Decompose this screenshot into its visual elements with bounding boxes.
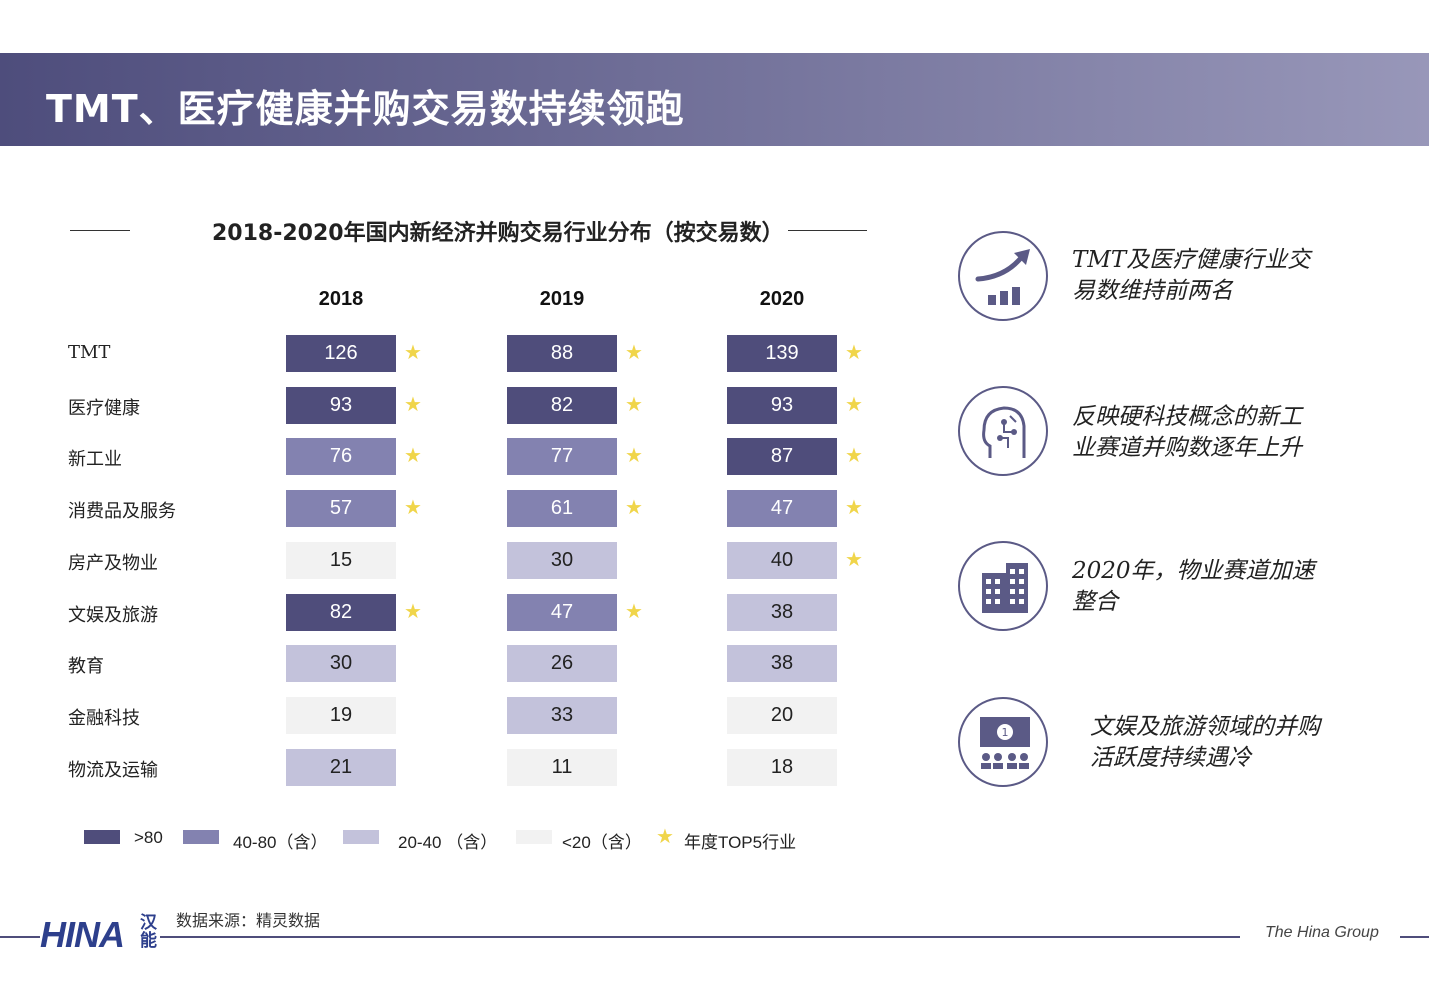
legend-label-gt80: >80: [134, 828, 163, 847]
value-cell: 33: [507, 697, 617, 734]
value-cell: 19: [286, 697, 396, 734]
row-label: 新工业: [68, 449, 122, 470]
company-logo-cn: 汉能: [140, 913, 157, 951]
value-cell: 126: [286, 335, 396, 372]
value-cell: 139: [727, 335, 837, 372]
top5-star-icon: ★: [625, 342, 643, 364]
row-label: 金融科技: [68, 708, 140, 729]
insight-1: TMT及医疗健康行业交 易数维持前两名: [1072, 245, 1310, 307]
year-header-2020: 2020: [759, 288, 805, 310]
title-banner: [0, 53, 1429, 146]
legend-swatch-20-40: [343, 830, 379, 844]
svg-text:1: 1: [1002, 726, 1009, 739]
row-label: 文娱及旅游: [68, 605, 158, 626]
title-rule-left: [70, 230, 130, 231]
value-cell: 15: [286, 542, 396, 579]
legend-swatch-gt80: [84, 830, 120, 844]
ai-head-icon: [958, 386, 1048, 476]
insight-3-line-1: 2020年，物业赛道加速: [1072, 558, 1315, 584]
footer-rule-left: [0, 936, 40, 938]
top5-star-icon: ★: [845, 497, 863, 519]
value-cell: 40: [727, 542, 837, 579]
value-cell: 93: [727, 387, 837, 424]
chart-title-bar: 2018-2020年国内新经济并购交易行业分布（按交易数）: [70, 215, 867, 249]
row-label: 房产及物业: [68, 553, 158, 574]
insight-2: 反映硬科技概念的新工 业赛道并购数逐年上升: [1072, 402, 1302, 464]
value-cell: 82: [507, 387, 617, 424]
title-rule-right: [788, 230, 867, 231]
year-header-2018: 2018: [318, 288, 364, 310]
footer-rule-middle: [160, 936, 1240, 938]
value-cell: 30: [507, 542, 617, 579]
insight-2-line-2: 业赛道并购数逐年上升: [1072, 435, 1302, 461]
top5-star-icon: ★: [625, 394, 643, 416]
value-cell: 20: [727, 697, 837, 734]
value-cell: 57: [286, 490, 396, 527]
top5-star-icon: ★: [404, 497, 422, 519]
legend-label-lt20: <20（含）: [562, 833, 642, 852]
value-cell: 26: [507, 645, 617, 682]
legend-label-40-80: 40-80（含）: [233, 833, 328, 852]
legend-label-20-40: 20-40 （含）: [398, 833, 498, 852]
value-cell: 18: [727, 749, 837, 786]
insight-1-line-1: TMT及医疗健康行业交: [1072, 247, 1311, 273]
footer-brand: The Hina Group: [1265, 924, 1379, 941]
value-cell: 11: [507, 749, 617, 786]
audience-screen-icon: 1: [958, 697, 1048, 787]
row-label: 消费品及服务: [68, 501, 176, 522]
insight-4-line-1: 文娱及旅游领域的并购: [1090, 714, 1320, 740]
value-cell: 93: [286, 387, 396, 424]
top5-star-icon: ★: [845, 342, 863, 364]
top5-star-icon: ★: [845, 394, 863, 416]
insight-3: 2020年，物业赛道加速 整合: [1072, 556, 1315, 618]
legend-star-icon: ★: [656, 826, 674, 848]
insight-4-line-2: 活跃度持续遇冷: [1090, 745, 1251, 771]
value-cell: 61: [507, 490, 617, 527]
building-icon: [958, 541, 1048, 631]
row-label: TMT: [68, 342, 111, 363]
row-label: 医疗健康: [68, 398, 140, 419]
top5-star-icon: ★: [404, 342, 422, 364]
insight-2-line-1: 反映硬科技概念的新工: [1072, 404, 1302, 430]
legend-swatch-40-80: [183, 830, 219, 844]
value-cell: 38: [727, 594, 837, 631]
value-cell: 47: [727, 490, 837, 527]
value-cell: 30: [286, 645, 396, 682]
value-cell: 88: [507, 335, 617, 372]
value-cell: 82: [286, 594, 396, 631]
top5-star-icon: ★: [625, 445, 643, 467]
insight-1-line-2: 易数维持前两名: [1072, 278, 1233, 304]
value-cell: 38: [727, 645, 837, 682]
legend-swatch-lt20: [516, 830, 552, 844]
value-cell: 87: [727, 438, 837, 475]
top5-star-icon: ★: [625, 497, 643, 519]
row-label: 物流及运输: [68, 760, 158, 781]
insight-4: 文娱及旅游领域的并购 活跃度持续遇冷: [1090, 712, 1320, 774]
value-cell: 21: [286, 749, 396, 786]
trend-up-chart-icon: [958, 231, 1048, 321]
top5-star-icon: ★: [404, 445, 422, 467]
top5-star-icon: ★: [404, 601, 422, 623]
footer-rule-right: [1400, 936, 1429, 938]
value-cell: 76: [286, 438, 396, 475]
company-logo: HINA: [40, 914, 125, 955]
insight-3-line-2: 整合: [1072, 589, 1118, 615]
value-cell: 47: [507, 594, 617, 631]
top5-star-icon: ★: [845, 549, 863, 571]
data-source: 数据来源：精灵数据: [176, 911, 321, 930]
top5-star-icon: ★: [404, 394, 422, 416]
year-header-2019: 2019: [539, 288, 585, 310]
top5-star-icon: ★: [845, 445, 863, 467]
value-cell: 77: [507, 438, 617, 475]
row-label: 教育: [68, 656, 104, 677]
page-title: TMT、医疗健康并购交易数持续领跑: [46, 87, 685, 131]
legend-label-top5: 年度TOP5行业: [684, 833, 797, 852]
chart-title: 2018-2020年国内新经济并购交易行业分布（按交易数）: [212, 221, 784, 246]
top5-star-icon: ★: [625, 601, 643, 623]
